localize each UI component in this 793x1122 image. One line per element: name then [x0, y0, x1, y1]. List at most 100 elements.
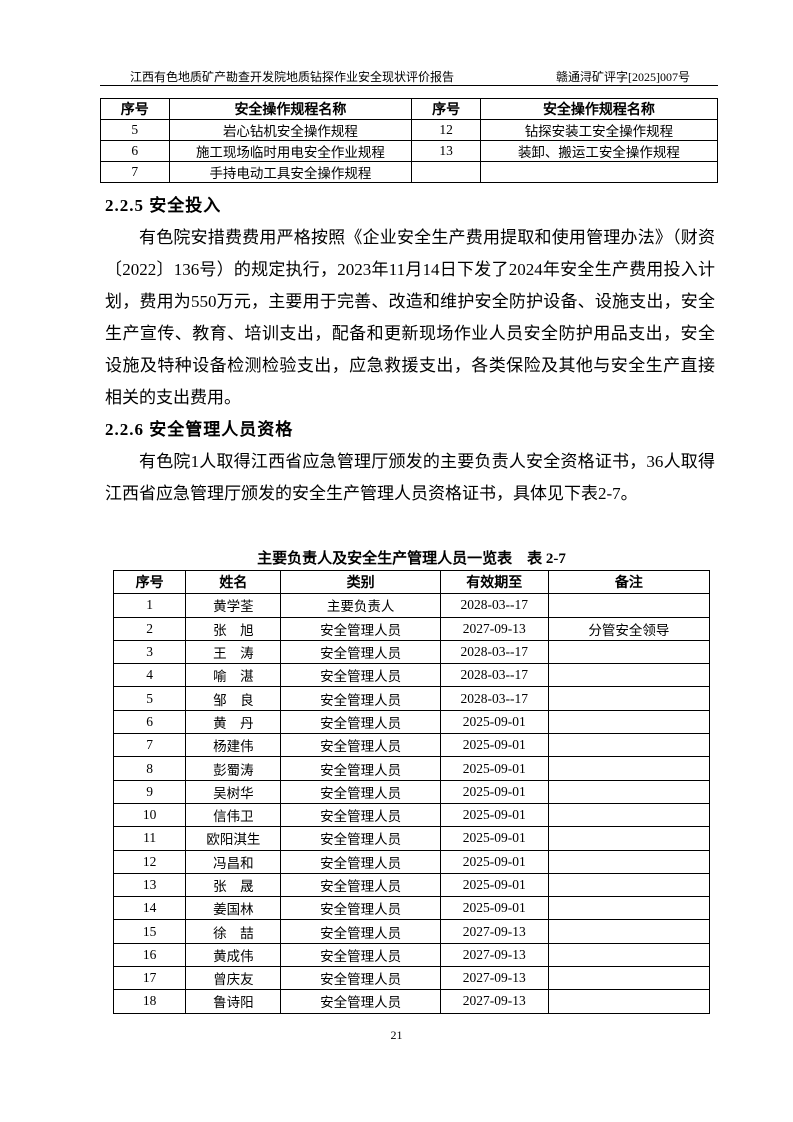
table-cell: 安全管理人员	[280, 733, 441, 758]
table-cell: 2028-03--17	[439, 686, 549, 711]
table-row: 17 曾庆友 安全管理人员 2027-09-13	[112, 966, 711, 991]
table-cell: 邹 良	[185, 686, 282, 711]
table-cell	[547, 686, 711, 711]
table-cell: 3	[112, 639, 187, 665]
table-cell: 5	[100, 119, 170, 141]
table-cell: 7	[100, 161, 170, 183]
column-header: 安全操作规程名称	[479, 98, 719, 120]
column-header: 序号	[112, 569, 187, 595]
table-cell: 16	[112, 942, 187, 968]
table-cell	[547, 756, 711, 781]
table-cell	[547, 896, 711, 921]
page-header: 江西有色地质矿产勘查开发院地质钻探作业安全现状评价报告 赣通浔矿评字[2025]…	[100, 66, 718, 86]
table-cell: 安全管理人员	[280, 709, 441, 735]
table-cell: 12	[411, 119, 481, 141]
table-cell: 2028-03--17	[439, 593, 549, 618]
table-cell: 欧阳淇生	[185, 826, 282, 851]
table-cell: 2025-09-01	[439, 872, 549, 898]
table-cell	[479, 161, 719, 183]
table-cell: 安全管理人员	[280, 802, 441, 828]
table-row: 13 张 晟安全管理人员 2025-09-01	[112, 872, 711, 898]
table-cell: 安全管理人员	[280, 849, 441, 874]
table-row: 1 黄学荃 主要负责人 2028-03--17	[112, 593, 711, 618]
table-cell: 17	[112, 966, 187, 991]
column-header: 序号	[100, 98, 170, 120]
table-cell	[547, 942, 711, 968]
table-cell: 岩心钻机安全操作规程	[168, 119, 413, 141]
table-cell: 曾庆友	[185, 966, 282, 991]
table-cell: 6	[100, 140, 170, 162]
table-cell: 徐 喆	[185, 919, 282, 944]
table-cell: 主要负责人	[280, 593, 441, 618]
table-cell: 安全管理人员	[280, 616, 441, 641]
table-cell: 13	[411, 140, 481, 162]
table-cell: 喻 湛	[185, 663, 282, 688]
paragraph: 有色院1人取得江西省应急管理厅颁发的主要负责人安全资格证书，36人取得江西省应急…	[105, 452, 715, 503]
personnel-table: 序号 姓名 类别 有效期至 备注 1 黄学荃 主要负责人 2028-03--17 2 张 旭安全管理…	[112, 569, 711, 1014]
table-cell	[547, 779, 711, 804]
table-cell: 2027-09-13	[439, 942, 549, 968]
table-row: 8 彭蜀涛 安全管理人员 2025-09-01	[112, 756, 711, 781]
table-row: 9 吴树华 安全管理人员 2025-09-01	[112, 779, 711, 804]
table-cell	[547, 593, 711, 618]
table-cell: 分管安全领导	[547, 616, 711, 641]
table-cell	[547, 849, 711, 874]
table-cell: 18	[112, 989, 187, 1014]
section-heading: 2.2.6 安全管理人员资格	[105, 420, 294, 439]
table-cell: 2027-09-13	[439, 919, 549, 944]
table-row: 18 鲁诗阳 安全管理人员 2027-09-13	[112, 989, 711, 1014]
table-cell: 安全管理人员	[280, 663, 441, 688]
table-cell: 2025-09-01	[439, 733, 549, 758]
table-cell: 安全管理人员	[280, 989, 441, 1014]
table-cell	[547, 919, 711, 944]
table-row: 15 徐 喆安全管理人员 2027-09-13	[112, 919, 711, 944]
table-cell: 钻探安装工安全操作规程	[479, 119, 719, 141]
table-cell: 安全管理人员	[280, 872, 441, 898]
table-row: 12 冯昌和 安全管理人员 2025-09-01	[112, 849, 711, 874]
table-cell: 4	[112, 663, 187, 688]
table-cell: 姜国林	[185, 896, 282, 921]
table-cell: 10	[112, 802, 187, 828]
table-cell	[547, 663, 711, 688]
procedure-table: 序号 安全操作规程名称 序号 安全操作规程名称 5 岩心钻机安全操作规程 12 钻探安装工安全…	[100, 98, 719, 183]
table-cell: 2025-09-01	[439, 779, 549, 804]
table-row: 16 黄成伟 安全管理人员 2027-09-13	[112, 942, 711, 968]
table-cell: 安全管理人员	[280, 756, 441, 781]
table-cell: 安全管理人员	[280, 779, 441, 804]
column-header: 序号	[411, 98, 481, 120]
column-header: 备注	[547, 569, 711, 595]
table-cell: 2025-09-01	[439, 709, 549, 735]
table-cell: 2028-03--17	[439, 639, 549, 665]
table-cell: 2027-09-13	[439, 966, 549, 991]
table-cell: 黄成伟	[185, 942, 282, 968]
table-cell: 2025-09-01	[439, 802, 549, 828]
header-row: 序号 安全操作规程名称 序号 安全操作规程名称	[100, 98, 719, 120]
table-cell: 2027-09-13	[439, 616, 549, 641]
table-cell	[411, 161, 481, 183]
table-cell	[547, 802, 711, 828]
table-cell: 11	[112, 826, 187, 851]
column-header: 类别	[280, 569, 441, 595]
header-left: 江西有色地质矿产勘查开发院地质钻探作业安全现状评价报告	[130, 70, 455, 84]
table-cell: 吴树华	[185, 779, 282, 804]
table-cell	[547, 872, 711, 898]
table-cell: 手持电动工具安全操作规程	[168, 161, 413, 183]
table-cell: 2025-09-01	[439, 849, 549, 874]
table-caption: 主要负责人及安全生产管理人员一览表 表 2-7	[257, 551, 566, 567]
table-cell: 2025-09-01	[439, 896, 549, 921]
header-right: 赣通浔矿评字[2025]007号	[556, 70, 690, 84]
table-row: 14 姜国林 安全管理人员 2025-09-01	[112, 896, 711, 921]
table-cell	[547, 989, 711, 1014]
table-row: 5 岩心钻机安全操作规程 12 钻探安装工安全操作规程	[100, 119, 719, 141]
table-cell: 安全管理人员	[280, 639, 441, 665]
table-cell: 2025-09-01	[439, 756, 549, 781]
table-cell: 2027-09-13	[439, 989, 549, 1014]
table-cell: 张 晟	[185, 872, 282, 898]
section-heading: 2.2.5 安全投入	[105, 196, 222, 215]
table-cell: 鲁诗阳	[185, 989, 282, 1014]
table-cell: 14	[112, 896, 187, 921]
table-cell	[547, 966, 711, 991]
table-cell: 张 旭	[185, 616, 282, 641]
